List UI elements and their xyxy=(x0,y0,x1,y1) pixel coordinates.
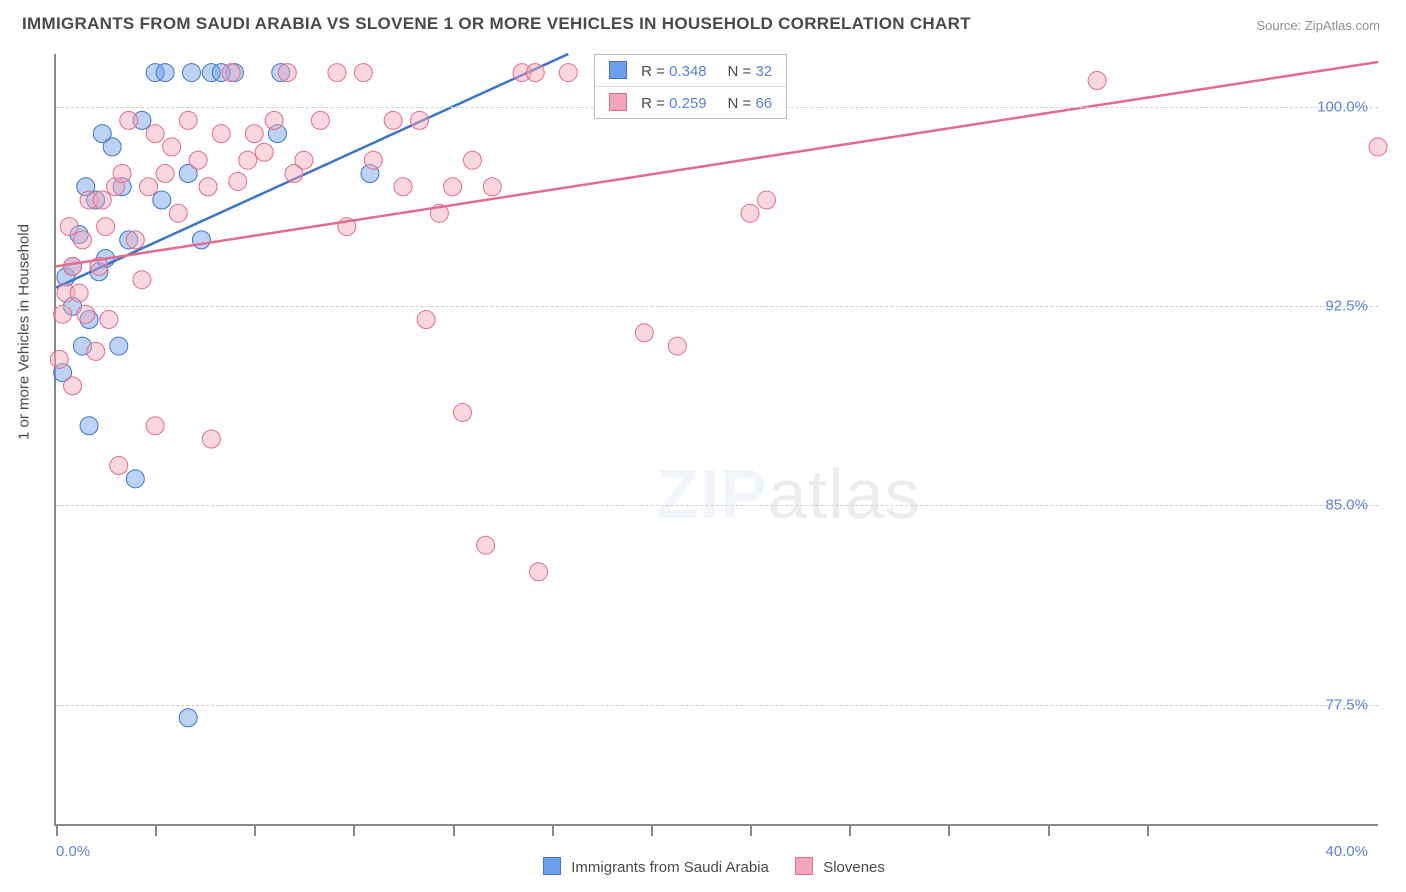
gridline xyxy=(56,306,1378,307)
y-tick-label: 77.5% xyxy=(1325,696,1368,713)
correlation-box: R = 0.348 N = 32 R = 0.259 N = 66 xyxy=(594,54,787,119)
x-tick-mark xyxy=(552,824,554,836)
y-tick-label: 92.5% xyxy=(1325,298,1368,315)
correlation-row-b: R = 0.259 N = 66 xyxy=(595,87,786,118)
x-tick-mark xyxy=(56,824,58,836)
legend-bottom: Immigrants from Saudi Arabia Slovenes xyxy=(0,857,1406,876)
y-axis-label: 1 or more Vehicles in Household xyxy=(16,224,33,440)
plot-area: ZIPatlas 100.0%92.5%85.0%77.5%0.0%40.0% xyxy=(54,54,1378,826)
x-tick-mark xyxy=(254,824,256,836)
gridline xyxy=(56,505,1378,506)
y-tick-label: 100.0% xyxy=(1317,99,1368,116)
legend-label-a: Immigrants from Saudi Arabia xyxy=(571,859,769,876)
y-tick-label: 85.0% xyxy=(1325,497,1368,514)
x-tick-mark xyxy=(155,824,157,836)
x-tick-mark xyxy=(453,824,455,836)
gridline xyxy=(56,705,1378,706)
chart-title: IMMIGRANTS FROM SAUDI ARABIA VS SLOVENE … xyxy=(22,14,971,34)
swatch-series-a xyxy=(609,61,627,79)
swatch-series-b xyxy=(609,93,627,111)
x-tick-mark xyxy=(651,824,653,836)
x-tick-mark xyxy=(1048,824,1050,836)
x-tick-mark xyxy=(353,824,355,836)
source-label: Source: ZipAtlas.com xyxy=(1256,18,1380,33)
legend-swatch-a xyxy=(543,857,561,875)
legend-swatch-b xyxy=(795,857,813,875)
chart-svg xyxy=(56,54,1378,824)
correlation-row-a: R = 0.348 N = 32 xyxy=(595,55,786,87)
x-tick-mark xyxy=(948,824,950,836)
x-tick-mark xyxy=(750,824,752,836)
legend-label-b: Slovenes xyxy=(823,859,885,876)
x-tick-mark xyxy=(1147,824,1149,836)
x-tick-mark xyxy=(849,824,851,836)
